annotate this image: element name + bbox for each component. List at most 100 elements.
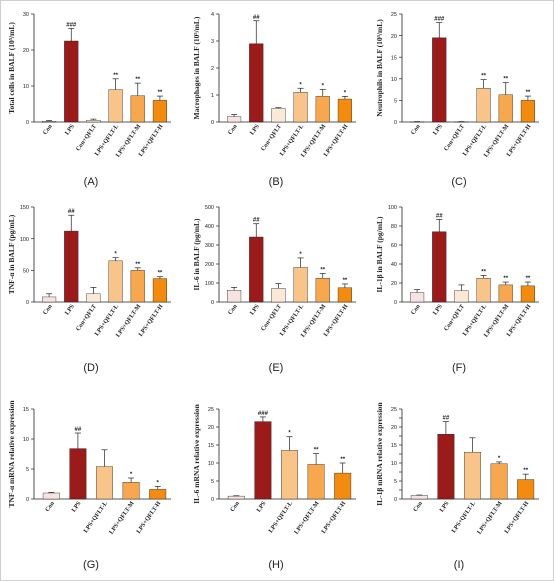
bar	[517, 479, 535, 500]
x-tick-label: LPS	[438, 500, 451, 514]
chart-svg: 0 5 10 15 20 25 IL-6 mRNA relative expression C…	[192, 403, 356, 536]
bar	[476, 88, 491, 123]
y-tick-label: 0	[211, 497, 214, 503]
bar	[249, 43, 264, 123]
bar	[64, 230, 79, 303]
chart-panel-h: 0 5 10 15 20 25 IL-6 mRNA relative expression C…	[191, 391, 361, 576]
chart-panel-g: 0 5 10 15 TNF-α mRNA relative expression Con #…	[6, 391, 176, 576]
bar	[108, 89, 123, 123]
chart-panel-c: 0 5 10 15 20 25 Neutrophils in BALF (10⁵/mL) Co…	[374, 4, 544, 189]
significance-label: *	[498, 456, 501, 462]
y-tick-label: 50	[23, 269, 29, 275]
chart-panel-a: 0 10 20 30 Total cells in BALF (10⁵/mL) Con ##…	[6, 4, 176, 189]
bar	[337, 287, 352, 303]
y-tick-label: 20	[391, 34, 397, 40]
chart-svg: 0 5 10 15 20 25 IL-1β mRNA relative expression…	[375, 401, 539, 536]
x-tick-label: LPS	[432, 303, 445, 317]
y-tick-label: 0	[26, 120, 29, 126]
x-tick-label: Con	[410, 303, 422, 316]
bar	[498, 94, 513, 123]
bar	[254, 421, 272, 500]
bar	[334, 472, 352, 500]
significance-label: **	[503, 77, 508, 83]
bar	[437, 434, 455, 500]
significance-label: ##	[253, 15, 260, 21]
panel-letter: (H)	[268, 559, 284, 571]
significance-label: ###	[434, 17, 445, 23]
y-tick-label: 0	[394, 300, 397, 306]
x-tick-label: Con+QFLT	[75, 122, 99, 152]
chart-panel-e: 0 100 200 300 400 500 IL-6 in BALF (pg/mL) Con #…	[191, 197, 361, 382]
bar	[498, 284, 513, 303]
bar	[520, 100, 535, 123]
y-tick-label: 10	[23, 437, 29, 443]
y-tick-label: 25	[391, 12, 397, 18]
bar	[122, 481, 140, 500]
bar	[152, 100, 167, 123]
bar	[315, 278, 330, 303]
chart-svg: 0 20 40 60 80 100 IL-1β in BALF (pg/mL) Con ## LP…	[375, 205, 539, 339]
panel-letter: (A)	[83, 176, 99, 188]
y-tick-label: 150	[20, 205, 29, 211]
y-tick-label: 5	[211, 479, 214, 485]
chart-svg: 0 5 10 15 20 25 Neutrophils in BALF (10⁵/mL) Co…	[375, 12, 539, 159]
y-tick-label: 15	[391, 443, 397, 449]
y-axis-title: Neutrophils in BALF (10⁵/mL)	[375, 19, 384, 117]
x-tick-label: LPS+QFLT-H	[503, 500, 530, 535]
bar	[86, 293, 101, 303]
bar	[293, 267, 308, 303]
x-tick-label: LPS+QFLT-H	[135, 500, 162, 535]
significance-label: **	[340, 457, 345, 463]
x-tick-label: LPS	[432, 123, 445, 137]
y-tick-label: 5	[394, 479, 397, 485]
y-tick-label: 20	[391, 281, 397, 287]
y-tick-label: 200	[205, 262, 214, 268]
y-tick-label: 10	[391, 461, 397, 467]
x-tick-label: Con+QFLT	[443, 302, 467, 332]
y-tick-label: 40	[391, 262, 397, 268]
bar	[86, 119, 101, 123]
significance-label: **	[158, 90, 163, 96]
x-tick-label: Con	[42, 303, 54, 316]
y-tick-label: 100	[20, 237, 29, 243]
significance-label: **	[113, 73, 118, 79]
y-axis-title: Total cells in BALF (10⁵/mL)	[7, 22, 16, 114]
significance-label: ##	[75, 427, 82, 433]
x-tick-label: LPS	[249, 303, 262, 317]
bar	[454, 290, 469, 303]
significance-label: **	[526, 90, 531, 96]
y-axis-title: Macrophages in BALF (10⁵/mL)	[192, 16, 201, 119]
bar	[337, 98, 352, 123]
x-tick-label: Con+QFLT	[75, 302, 99, 332]
significance-label: **	[481, 269, 486, 275]
x-tick-label: LPS	[249, 123, 262, 137]
bar	[410, 495, 428, 500]
x-tick-label: Con	[227, 303, 239, 316]
x-tick-label: Con	[410, 123, 422, 136]
y-tick-label: 500	[205, 205, 214, 211]
y-tick-label: 5	[26, 467, 29, 473]
panel-letter: (F)	[451, 362, 467, 374]
panel-letter: (I)	[453, 559, 465, 571]
y-tick-label: 3	[211, 39, 214, 45]
bar	[281, 450, 298, 500]
x-tick-label: LPS	[64, 303, 77, 317]
panel-letter: (D)	[83, 362, 99, 374]
significance-label: *	[299, 82, 302, 88]
y-tick-label: 30	[23, 12, 29, 18]
y-tick-label: 80	[391, 224, 397, 230]
bar	[464, 452, 481, 500]
significance-label: **	[158, 271, 163, 277]
y-tick-label: 20	[23, 48, 29, 54]
chart-svg: 0 10 20 30 Total cells in BALF (10⁵/mL) Con ##…	[7, 12, 171, 159]
significance-label: **	[135, 77, 140, 83]
x-tick-label: LPS+QFLT-M	[476, 500, 504, 536]
significance-label: ##	[436, 213, 443, 219]
y-tick-label: 0	[394, 497, 397, 503]
chart-svg: 0 1 2 3 4 Macrophages in BALF (10⁵/mL) Con ## LP…	[192, 12, 356, 159]
y-tick-label: 10	[391, 77, 397, 83]
bar	[152, 278, 167, 303]
x-tick-label: LPS+QFLT-L	[267, 500, 294, 534]
bar	[293, 92, 308, 123]
